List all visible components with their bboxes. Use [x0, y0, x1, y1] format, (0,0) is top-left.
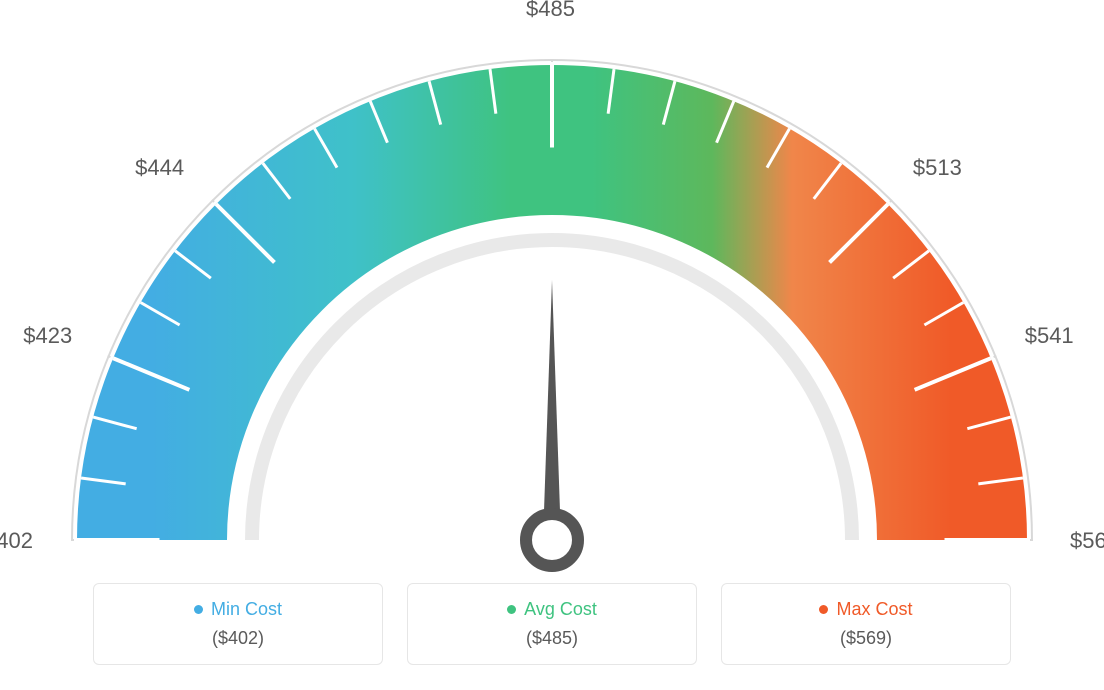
legend-min-card: Min Cost ($402)	[93, 583, 383, 665]
gauge-tick-label: $423	[23, 323, 72, 349]
legend-min-value: ($402)	[212, 628, 264, 649]
dot-icon	[819, 605, 828, 614]
dot-icon	[507, 605, 516, 614]
legend-row: Min Cost ($402) Avg Cost ($485) Max Cost…	[93, 583, 1011, 665]
legend-avg-label: Avg Cost	[524, 599, 597, 620]
legend-min-label: Min Cost	[211, 599, 282, 620]
gauge-tick-label: $541	[1025, 323, 1074, 349]
gauge-chart: $402$423$444$485$513$541$569	[22, 20, 1082, 580]
legend-avg-title: Avg Cost	[507, 599, 597, 620]
gauge-tick-label: $444	[135, 155, 184, 181]
legend-max-title: Max Cost	[819, 599, 912, 620]
legend-max-card: Max Cost ($569)	[721, 583, 1011, 665]
gauge-tick-label: $569	[1070, 528, 1104, 554]
legend-avg-value: ($485)	[526, 628, 578, 649]
legend-max-value: ($569)	[840, 628, 892, 649]
dot-icon	[194, 605, 203, 614]
gauge-tick-label: $513	[913, 155, 962, 181]
gauge-tick-label: $402	[0, 528, 33, 554]
legend-max-label: Max Cost	[836, 599, 912, 620]
legend-min-title: Min Cost	[194, 599, 282, 620]
gauge-tick-label: $485	[526, 0, 575, 22]
legend-avg-card: Avg Cost ($485)	[407, 583, 697, 665]
gauge-svg	[22, 20, 1082, 580]
